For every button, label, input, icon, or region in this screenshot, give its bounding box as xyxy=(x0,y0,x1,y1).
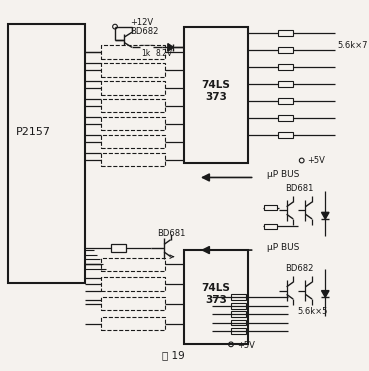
Bar xyxy=(231,311,246,317)
Text: μP BUS: μP BUS xyxy=(267,170,299,179)
Bar xyxy=(278,81,293,87)
Text: 5.6k×5: 5.6k×5 xyxy=(297,307,327,316)
Bar xyxy=(278,30,293,36)
Bar xyxy=(184,250,248,344)
Text: BD681: BD681 xyxy=(158,229,186,237)
Bar xyxy=(278,47,293,53)
Polygon shape xyxy=(321,290,329,297)
Bar xyxy=(101,81,165,95)
Bar xyxy=(264,205,277,210)
Text: 1k: 1k xyxy=(141,49,151,58)
Text: 8.2V: 8.2V xyxy=(155,49,173,58)
Bar xyxy=(101,257,165,271)
Bar xyxy=(264,224,277,229)
Bar xyxy=(278,64,293,70)
Text: 图 19: 图 19 xyxy=(162,351,185,361)
Bar xyxy=(101,63,165,76)
Bar xyxy=(231,320,246,325)
Bar xyxy=(139,45,153,50)
Bar xyxy=(101,117,165,130)
Bar xyxy=(278,98,293,104)
Bar xyxy=(101,317,165,330)
Bar xyxy=(278,132,293,138)
Text: +12V: +12V xyxy=(130,18,153,27)
Bar xyxy=(278,115,293,121)
Text: 74LS: 74LS xyxy=(201,80,230,90)
Bar xyxy=(101,99,165,112)
Text: BD682: BD682 xyxy=(286,265,314,273)
Text: +5V: +5V xyxy=(307,156,325,165)
Text: BD682: BD682 xyxy=(130,27,158,36)
Bar xyxy=(111,244,126,252)
Bar xyxy=(101,153,165,166)
Bar xyxy=(231,328,246,334)
Bar xyxy=(231,294,246,300)
Text: μP BUS: μP BUS xyxy=(267,243,299,252)
Text: BD681: BD681 xyxy=(286,184,314,193)
Bar xyxy=(184,27,248,163)
Text: 74LS: 74LS xyxy=(201,283,230,293)
Bar xyxy=(7,24,85,283)
Bar xyxy=(101,135,165,148)
Bar xyxy=(101,46,165,59)
Text: 373: 373 xyxy=(205,92,227,102)
Polygon shape xyxy=(321,212,329,219)
Text: 373: 373 xyxy=(205,295,227,305)
Text: +5V: +5V xyxy=(238,341,255,350)
Bar xyxy=(101,278,165,290)
Bar xyxy=(101,297,165,311)
Bar xyxy=(231,303,246,309)
Text: P2157: P2157 xyxy=(15,127,51,137)
Text: 5.6k×7: 5.6k×7 xyxy=(338,41,368,50)
Polygon shape xyxy=(168,43,173,51)
